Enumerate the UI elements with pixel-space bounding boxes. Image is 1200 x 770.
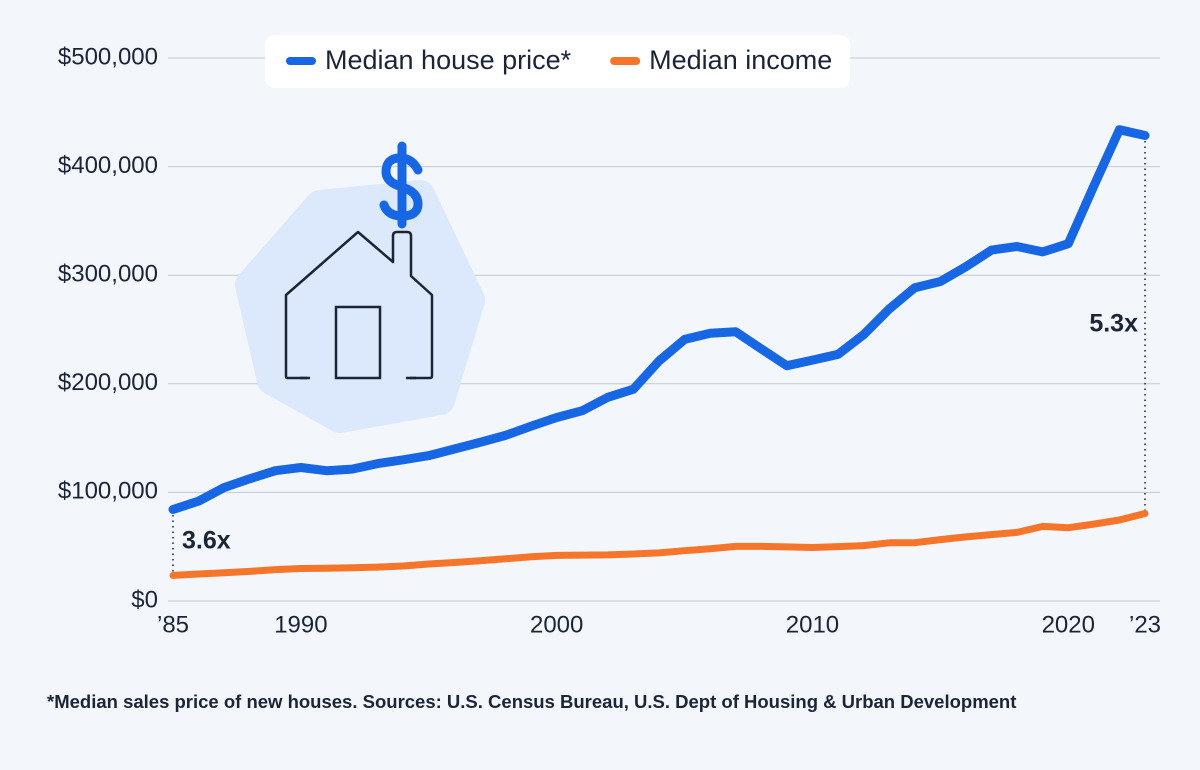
- series-line: [168, 125, 1150, 514]
- dollar-icon: [379, 141, 423, 229]
- x-tick-label: ’23: [1129, 611, 1161, 638]
- legend-box: [265, 35, 851, 88]
- y-tick-label: $100,000: [58, 478, 158, 505]
- house-icon: [235, 141, 485, 433]
- x-tick-label: 1990: [274, 611, 327, 638]
- legend: Median house price* Median income: [265, 35, 851, 88]
- house-door: [300, 305, 416, 380]
- x-tick-label: 2000: [530, 611, 583, 638]
- x-tick-label: ’85: [157, 611, 189, 638]
- y-tick-label: $0: [131, 586, 158, 613]
- x-tick-label: 2010: [786, 611, 839, 638]
- legend-label: Median income: [649, 45, 832, 75]
- y-tick-label: $400,000: [58, 152, 158, 179]
- y-tick-label: $300,000: [58, 261, 158, 288]
- ratio-label: 3.6x: [182, 527, 231, 555]
- footnote: *Median sales price of new houses. Sourc…: [47, 691, 1016, 712]
- legend-label: Median house price*: [325, 45, 572, 75]
- x-tick-label: 2020: [1042, 611, 1095, 638]
- house-outline: [284, 230, 434, 380]
- y-tick-label: $200,000: [58, 369, 158, 396]
- ratio-label: 5.3x: [1089, 310, 1138, 338]
- series-line: [169, 510, 1149, 579]
- plot: $0 $100,000 $200,000 $300,000 $400,000 $500,0…: [58, 43, 1161, 638]
- y-tick-label: $500,000: [58, 43, 158, 70]
